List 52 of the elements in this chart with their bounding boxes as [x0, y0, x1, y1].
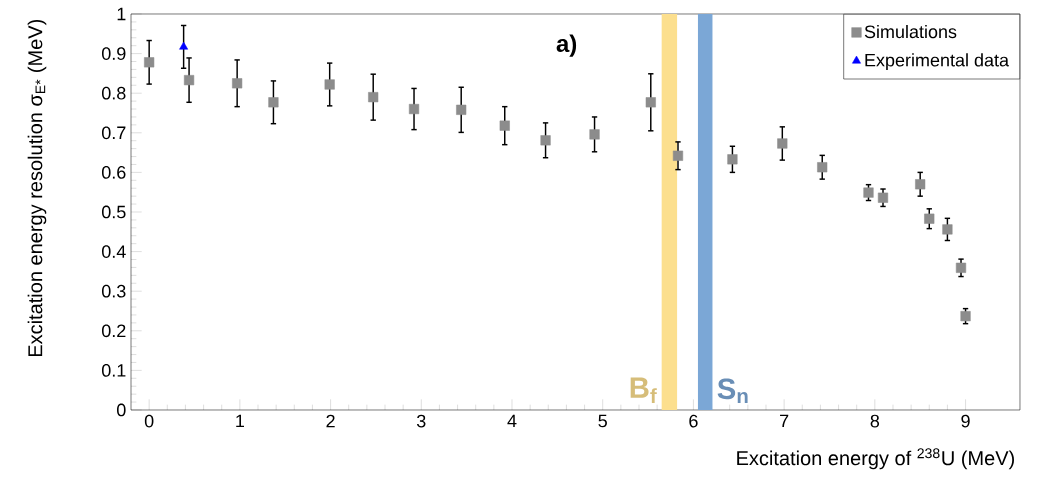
x-tick-label: 2	[326, 414, 335, 428]
x-tick-label: 6	[689, 414, 698, 428]
point	[863, 187, 874, 198]
point	[924, 213, 935, 224]
x-tick-label: 4	[507, 414, 517, 428]
band-label: B$_{f}$	[630, 377, 657, 404]
y-tick-label: 0.6	[101, 166, 126, 179]
y-tick-label: 0.8	[101, 86, 126, 100]
y-tick-label: 0	[117, 403, 126, 417]
band-label: S$_{n}$	[717, 378, 748, 404]
point	[408, 103, 420, 115]
x-axis-title: Excitation energy of $^{238}$U (MeV)	[737, 448, 1014, 470]
y-tick-label: 0.3	[101, 284, 126, 298]
x-tick-label: 1	[236, 414, 244, 428]
point	[540, 135, 551, 146]
legend-label: Simulations	[864, 24, 957, 39]
point	[179, 41, 189, 50]
y-tick-label: 0.1	[101, 364, 126, 377]
point	[232, 78, 243, 89]
x-tick-label: 5	[598, 414, 607, 428]
x-tick-label: 7	[780, 414, 789, 428]
point	[942, 224, 953, 235]
point	[589, 129, 600, 140]
point	[368, 92, 379, 103]
point	[184, 75, 195, 86]
y-tick-label: 0.7	[101, 126, 126, 140]
point	[817, 162, 828, 173]
x-tick-label: 9	[961, 414, 970, 428]
legend-label: Experimental data	[865, 53, 1010, 71]
annotation: a)	[556, 34, 577, 57]
point	[915, 179, 926, 190]
x-tick-label: 3	[416, 414, 426, 428]
point	[877, 192, 889, 203]
y-tick-label: 0.2	[101, 324, 126, 338]
point	[960, 311, 971, 322]
y-axis-title: Excitation energy resolution σ$_{E*}$ (MeV)	[27, 19, 47, 357]
point	[268, 97, 279, 108]
point	[672, 150, 684, 161]
point	[955, 262, 967, 273]
point	[777, 138, 788, 149]
point	[144, 57, 155, 68]
point	[499, 120, 510, 131]
point	[456, 104, 467, 115]
y-tick-label: 0.9	[101, 47, 126, 60]
y-tick-label: 0.4	[101, 245, 126, 258]
x-tick-label: 0	[144, 414, 154, 428]
y-tick-label: 0.5	[101, 205, 126, 219]
point	[324, 79, 335, 90]
y-tick-label: 1	[117, 7, 126, 21]
point	[727, 154, 738, 165]
point	[645, 97, 656, 108]
x-tick-label: 8	[870, 414, 880, 428]
